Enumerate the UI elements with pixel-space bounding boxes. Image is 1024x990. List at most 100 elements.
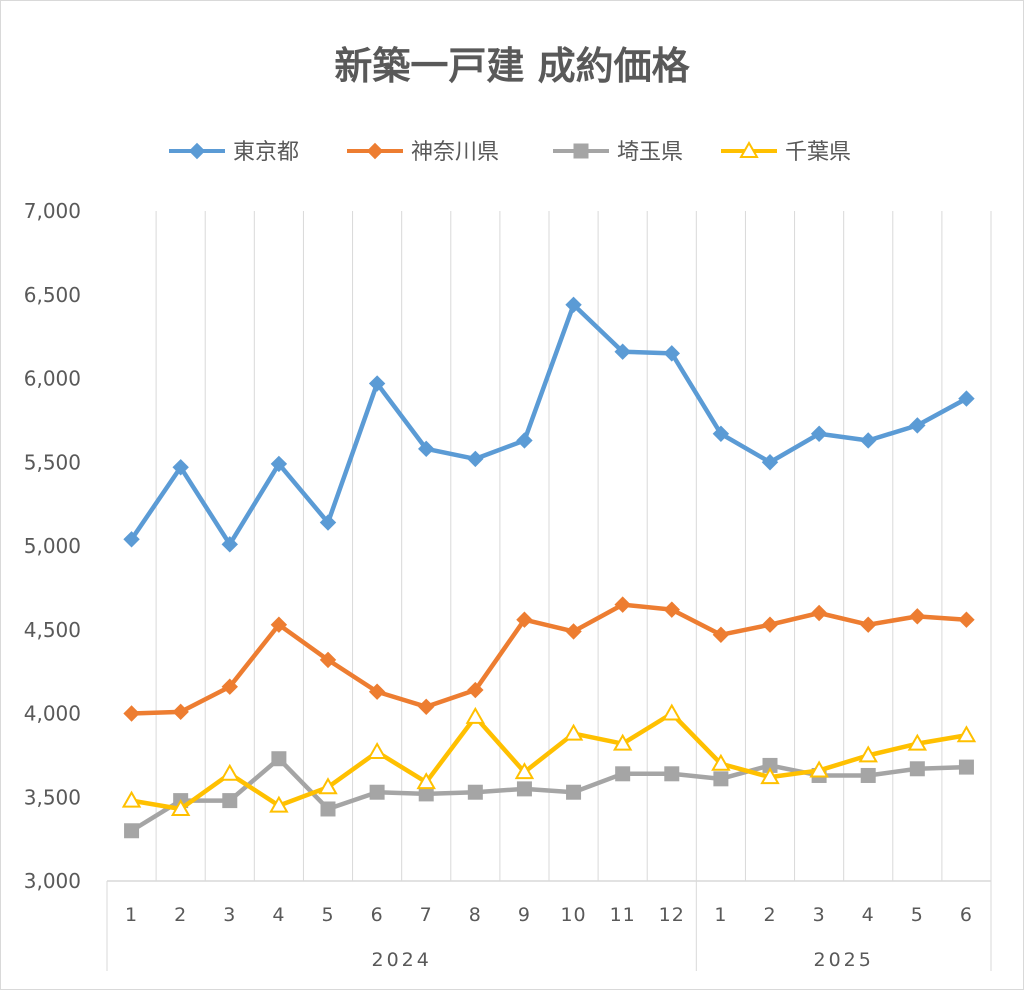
data-point	[712, 425, 730, 442]
y-tick-label: 3,500	[24, 785, 81, 809]
data-point	[270, 616, 288, 633]
x-tick-label: 7	[420, 904, 433, 926]
data-point	[170, 798, 191, 816]
data-point	[909, 417, 926, 434]
y-tick-label: 6,500	[24, 283, 81, 307]
y-tick-label: 3,000	[24, 869, 81, 893]
data-point	[467, 784, 483, 800]
data-point	[516, 432, 533, 449]
data-point	[124, 823, 140, 839]
data-point	[563, 723, 584, 741]
series-line	[129, 711, 969, 812]
y-tick-label: 5,000	[24, 534, 81, 558]
data-point	[907, 733, 928, 751]
data-point	[220, 763, 240, 781]
data-point	[172, 459, 189, 476]
data-point	[367, 742, 387, 760]
legend-item: 千葉県	[721, 140, 851, 165]
data-point	[662, 703, 682, 721]
data-point	[368, 375, 386, 392]
legend-swatch-marker	[366, 142, 384, 160]
data-point	[860, 767, 876, 783]
legend-item: 埼玉県	[553, 140, 683, 165]
legend-label: 東京都	[233, 140, 299, 165]
data-point	[566, 784, 582, 800]
data-point	[516, 611, 533, 628]
x-group-label: 2024	[371, 949, 431, 971]
data-point	[319, 514, 337, 531]
legend-label: 埼玉県	[617, 140, 683, 165]
x-tick-label: 1	[125, 904, 138, 926]
series-line	[129, 602, 969, 716]
x-group-label: 2025	[813, 949, 873, 971]
data-point	[368, 683, 386, 700]
legend-label: 神奈川県	[411, 140, 499, 165]
series-group	[123, 596, 975, 722]
y-tick-label: 4,000	[24, 702, 81, 726]
series-layer	[121, 296, 977, 839]
data-point	[810, 604, 828, 622]
data-point	[269, 795, 289, 813]
data-point	[121, 790, 142, 808]
x-tick-label: 9	[518, 904, 531, 926]
data-point	[664, 766, 680, 782]
data-point	[663, 601, 680, 618]
legend-label: 千葉県	[785, 140, 851, 165]
data-point	[809, 760, 829, 778]
legend-swatch-marker	[188, 142, 206, 160]
x-tick-label: 4	[272, 904, 285, 926]
x-tick-label: 6	[960, 904, 973, 926]
legend-item: 東京都	[169, 140, 299, 165]
data-point	[615, 766, 631, 782]
data-point	[712, 626, 730, 643]
data-point	[860, 616, 877, 633]
data-point	[172, 703, 189, 721]
data-point	[467, 450, 484, 468]
y-tick-label: 7,000	[24, 199, 81, 223]
y-axis: 3,000 3,500 4,000 4,500 5,000 5,500 6,000 6,500…	[24, 199, 81, 893]
legend-item: 神奈川県	[347, 140, 499, 165]
data-point	[221, 536, 238, 553]
data-point	[958, 759, 974, 775]
x-tick-label: 12	[659, 904, 685, 926]
x-tick-label: 3	[223, 904, 236, 926]
data-point	[271, 751, 287, 767]
x-tick-label: 10	[560, 904, 586, 926]
data-point	[909, 608, 926, 625]
data-point	[369, 784, 385, 800]
x-tick-label: 11	[610, 904, 636, 926]
x-tick-label: 1	[714, 904, 727, 926]
series-group	[121, 703, 977, 816]
series-group	[123, 296, 975, 553]
x-tick-label: 3	[813, 904, 826, 926]
data-point	[565, 296, 582, 314]
data-point	[222, 793, 238, 809]
data-point	[320, 801, 336, 817]
data-point	[612, 733, 633, 751]
legend-swatch-marker	[739, 140, 759, 158]
x-tick-label: 2	[763, 904, 776, 926]
data-point	[467, 681, 484, 699]
data-point	[465, 706, 486, 724]
data-point	[663, 345, 680, 362]
legend-swatch-marker	[573, 143, 589, 159]
data-point	[858, 745, 878, 763]
x-tick-label: 2	[174, 904, 187, 926]
x-tick-label: 4	[862, 904, 875, 926]
data-point	[909, 761, 925, 777]
data-point	[318, 777, 338, 795]
y-tick-label: 5,500	[24, 450, 81, 474]
data-point	[123, 531, 140, 548]
data-point	[516, 781, 532, 797]
data-point	[958, 390, 975, 407]
y-tick-label: 4,500	[24, 618, 81, 642]
data-point	[614, 596, 631, 613]
data-point	[711, 753, 731, 771]
x-tick-label: 6	[371, 904, 384, 926]
data-point	[418, 698, 435, 716]
x-tick-label: 5	[321, 904, 334, 926]
data-point	[760, 767, 780, 785]
data-point	[860, 432, 877, 449]
